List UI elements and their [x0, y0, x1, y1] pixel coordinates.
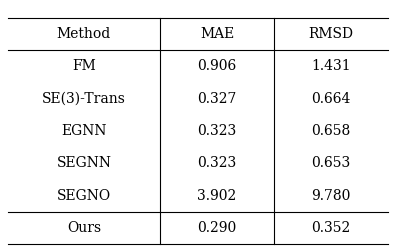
- Text: 0.352: 0.352: [311, 221, 351, 235]
- Text: FM: FM: [72, 59, 96, 73]
- Text: Ours: Ours: [67, 221, 101, 235]
- Text: 0.664: 0.664: [311, 92, 351, 106]
- Text: RMSD: RMSD: [308, 27, 354, 41]
- Text: EGNN: EGNN: [61, 124, 107, 138]
- Text: 9.780: 9.780: [311, 189, 351, 203]
- Text: 0.323: 0.323: [197, 156, 237, 170]
- Text: 0.323: 0.323: [197, 124, 237, 138]
- Text: Method: Method: [57, 27, 111, 41]
- Text: 0.290: 0.290: [197, 221, 237, 235]
- Text: 0.658: 0.658: [311, 124, 351, 138]
- Text: 3.902: 3.902: [197, 189, 237, 203]
- Text: 0.327: 0.327: [197, 92, 237, 106]
- Text: MAE: MAE: [200, 27, 234, 41]
- Text: 1.431: 1.431: [311, 59, 351, 73]
- Text: SE(3)-Trans: SE(3)-Trans: [42, 92, 126, 106]
- Text: SEGNO: SEGNO: [57, 189, 111, 203]
- Text: SEGNN: SEGNN: [57, 156, 111, 170]
- Text: 0.653: 0.653: [311, 156, 351, 170]
- Text: 0.906: 0.906: [197, 59, 237, 73]
